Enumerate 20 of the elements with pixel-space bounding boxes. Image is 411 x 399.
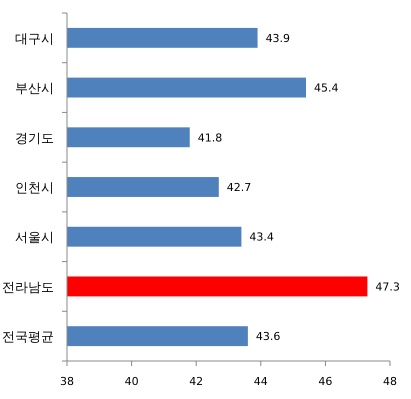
data-label: 43.9 xyxy=(266,32,290,45)
x-tick-label: 48 xyxy=(383,375,397,388)
data-label: 45.4 xyxy=(314,82,339,95)
y-tick-label: 경기도 xyxy=(15,131,54,146)
y-tick-label: 전국평균 xyxy=(2,330,54,346)
y-tick-label: 전라남도 xyxy=(2,280,54,296)
data-label: 43.4 xyxy=(249,230,274,244)
data-label: 43.6 xyxy=(256,330,280,344)
y-tick-label: 인천시 xyxy=(15,181,54,196)
y-tick-label: 서울시 xyxy=(15,230,54,246)
x-tick-label: 42 xyxy=(189,375,204,388)
y-tick-label: 부산시 xyxy=(15,82,54,97)
data-label: 47.3 xyxy=(375,280,400,294)
data-label: 42.7 xyxy=(226,181,252,194)
x-tick-label: 40 xyxy=(124,375,139,388)
y-tick-label: 대구시 xyxy=(15,32,54,47)
data-label: 41.8 xyxy=(198,131,222,144)
x-tick-label: 44 xyxy=(254,375,268,388)
x-tick-label: 38 xyxy=(60,375,74,388)
x-tick-label: 46 xyxy=(318,375,332,388)
